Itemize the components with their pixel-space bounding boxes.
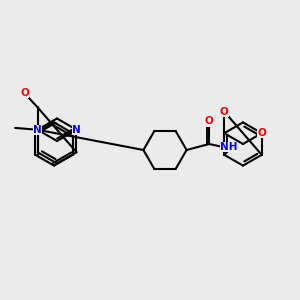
Text: O: O [20,88,29,98]
Text: N: N [33,125,42,135]
Text: NH: NH [220,142,237,152]
Text: O: O [205,116,214,127]
Text: O: O [220,106,229,117]
Text: O: O [257,128,266,138]
Text: N: N [72,125,81,135]
